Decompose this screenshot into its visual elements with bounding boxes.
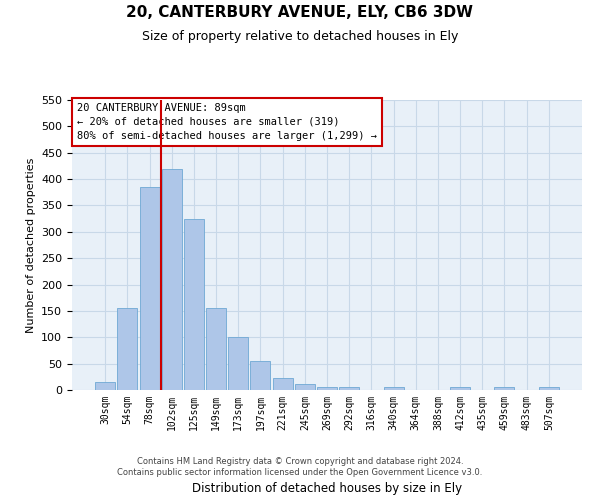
- Text: Size of property relative to detached houses in Ely: Size of property relative to detached ho…: [142, 30, 458, 43]
- Y-axis label: Number of detached properties: Number of detached properties: [26, 158, 35, 332]
- Text: Distribution of detached houses by size in Ely: Distribution of detached houses by size …: [192, 482, 462, 495]
- Bar: [339, 388, 359, 390]
- Bar: [494, 388, 514, 390]
- Bar: [295, 384, 315, 390]
- Bar: [184, 218, 204, 390]
- Bar: [317, 388, 337, 390]
- Bar: [450, 388, 470, 390]
- Bar: [228, 338, 248, 390]
- Bar: [162, 168, 182, 390]
- Bar: [250, 361, 271, 390]
- Bar: [118, 308, 137, 390]
- Bar: [140, 187, 160, 390]
- Bar: [539, 388, 559, 390]
- Bar: [95, 382, 115, 390]
- Bar: [383, 388, 404, 390]
- Text: 20 CANTERBURY AVENUE: 89sqm
← 20% of detached houses are smaller (319)
80% of se: 20 CANTERBURY AVENUE: 89sqm ← 20% of det…: [77, 103, 377, 141]
- Text: 20, CANTERBURY AVENUE, ELY, CB6 3DW: 20, CANTERBURY AVENUE, ELY, CB6 3DW: [127, 5, 473, 20]
- Bar: [272, 378, 293, 390]
- Text: Contains HM Land Registry data © Crown copyright and database right 2024.
Contai: Contains HM Land Registry data © Crown c…: [118, 458, 482, 477]
- Bar: [206, 308, 226, 390]
